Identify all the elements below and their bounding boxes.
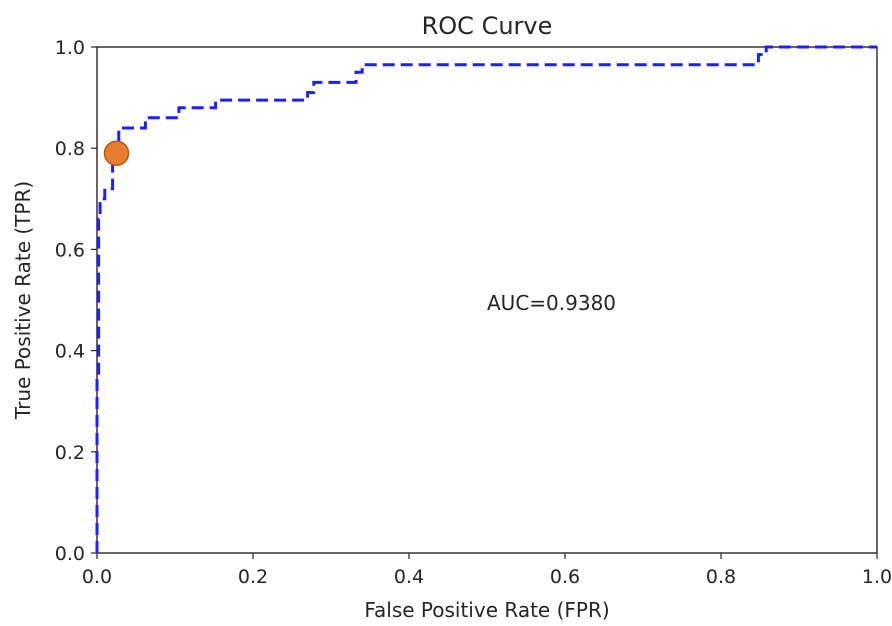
y-tick-label: 0.4	[55, 341, 85, 363]
x-tick-label: 0.2	[238, 566, 268, 588]
x-tick-label: 0.8	[706, 566, 736, 588]
x-tick-label: 0.4	[394, 566, 424, 588]
chart-title: ROC Curve	[422, 12, 553, 40]
y-tick-label: 0.6	[55, 239, 85, 261]
y-tick-label: 1.0	[55, 37, 85, 59]
x-axis-ticks: 0.0 0.2 0.4 0.6 0.8 1.0	[82, 553, 892, 588]
y-tick-label: 0.8	[55, 138, 85, 160]
y-tick-label: 0.2	[55, 442, 85, 464]
y-axis-title: True Positive Rate (TPR)	[11, 181, 35, 420]
roc-curve-line	[95, 45, 877, 553]
plot-frame	[96, 46, 878, 554]
x-tick-label: 0.0	[82, 566, 112, 588]
plot-area	[96, 46, 878, 554]
y-tick-label: 0.0	[55, 543, 85, 565]
x-tick-label: 0.6	[550, 566, 580, 588]
x-tick-label: 1.0	[862, 566, 892, 588]
x-axis-title: False Positive Rate (FPR)	[364, 598, 609, 622]
auc-annotation: AUC=0.9380	[487, 291, 616, 315]
threshold-point-marker	[103, 140, 130, 167]
y-axis-ticks: 0.0 0.2 0.4 0.6 0.8 1.0	[55, 37, 97, 565]
